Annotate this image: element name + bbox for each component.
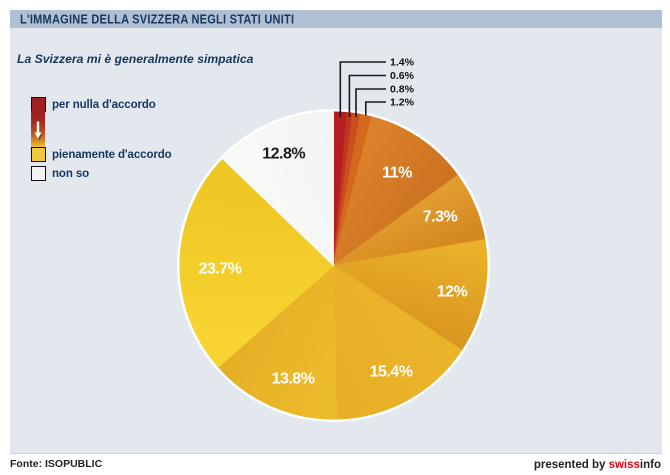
svg-text:15.4%: 15.4% bbox=[370, 364, 413, 381]
svg-text:23.7%: 23.7% bbox=[199, 261, 242, 278]
svg-text:12.8%: 12.8% bbox=[262, 146, 305, 163]
svg-text:1.2%: 1.2% bbox=[390, 97, 415, 109]
svg-text:0.6%: 0.6% bbox=[390, 70, 415, 82]
svg-text:13.8%: 13.8% bbox=[272, 371, 315, 388]
svg-text:0.8%: 0.8% bbox=[390, 84, 415, 96]
svg-text:7.3%: 7.3% bbox=[423, 209, 458, 226]
svg-text:1.4%: 1.4% bbox=[390, 57, 415, 69]
svg-text:12%: 12% bbox=[437, 284, 468, 301]
svg-text:11%: 11% bbox=[382, 165, 412, 182]
